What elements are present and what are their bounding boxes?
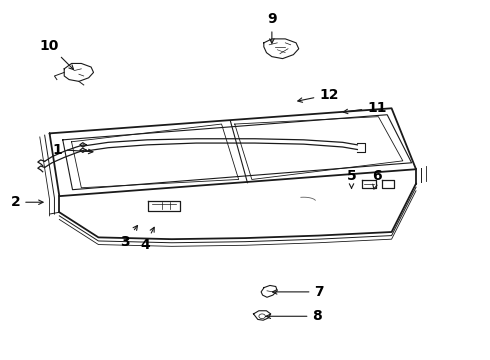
Text: 2: 2 <box>10 195 43 209</box>
Text: 11: 11 <box>343 100 387 114</box>
Text: 3: 3 <box>121 225 138 249</box>
Text: 10: 10 <box>40 39 74 69</box>
Text: 5: 5 <box>346 169 356 189</box>
Text: 7: 7 <box>272 285 324 299</box>
Text: 1: 1 <box>52 143 93 157</box>
Text: 8: 8 <box>266 309 322 323</box>
Text: 4: 4 <box>140 227 154 252</box>
Text: 12: 12 <box>298 87 339 102</box>
Text: 9: 9 <box>267 12 277 43</box>
Text: 6: 6 <box>372 169 382 189</box>
